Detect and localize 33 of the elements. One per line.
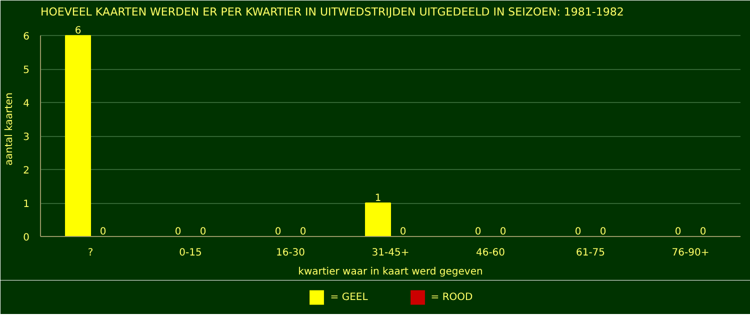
y-tick-label: 4: [23, 98, 30, 110]
data-label: 0: [200, 226, 206, 238]
x-tick-label: 76-90+: [672, 248, 710, 258]
chart-title: HOEVEEL KAARTEN WERDEN ER PER KWARTIER IN UITWEDSTRIJDEN UITGEDEELD IN SEIZOEN: 1981-1982: [40, 6, 624, 18]
y-tick-label: 0: [23, 232, 30, 244]
data-label: 0: [700, 226, 706, 238]
data-label: 0: [574, 226, 582, 238]
x-tick-label: 61-75: [576, 248, 606, 258]
y-tick-label: 3: [23, 132, 30, 144]
y-tick-label: 6: [23, 32, 30, 43]
x-tick-label: 16-30: [276, 248, 306, 258]
data-label: 0: [474, 226, 482, 238]
data-label: 0: [600, 226, 606, 238]
y-axis-title: aantal kaarten: [4, 92, 16, 166]
legend-label: = GEEL: [330, 292, 368, 302]
data-label: 0: [400, 226, 406, 238]
y-tick-label: 1: [23, 199, 30, 210]
data-label: 0: [100, 226, 106, 238]
legend-label: = ROOD: [430, 292, 473, 302]
x-tick-label: 46-60: [476, 248, 506, 258]
data-label: 0: [274, 226, 282, 238]
x-tick-label: 31-45+: [372, 248, 410, 258]
data-label: 1: [374, 193, 382, 204]
x-tick-label: ?: [88, 248, 94, 258]
data-label: 6: [74, 26, 82, 37]
data-label: 0: [674, 226, 682, 238]
data-label: 0: [174, 226, 182, 238]
y-tick-label: 5: [23, 65, 30, 76]
data-label: 0: [500, 226, 506, 238]
x-axis-title: kwartier waar in kaart werd gegeven: [298, 266, 483, 278]
x-tick-label: 0-15: [179, 248, 202, 258]
data-label: 0: [300, 226, 306, 238]
y-tick-label: 2: [23, 166, 30, 177]
